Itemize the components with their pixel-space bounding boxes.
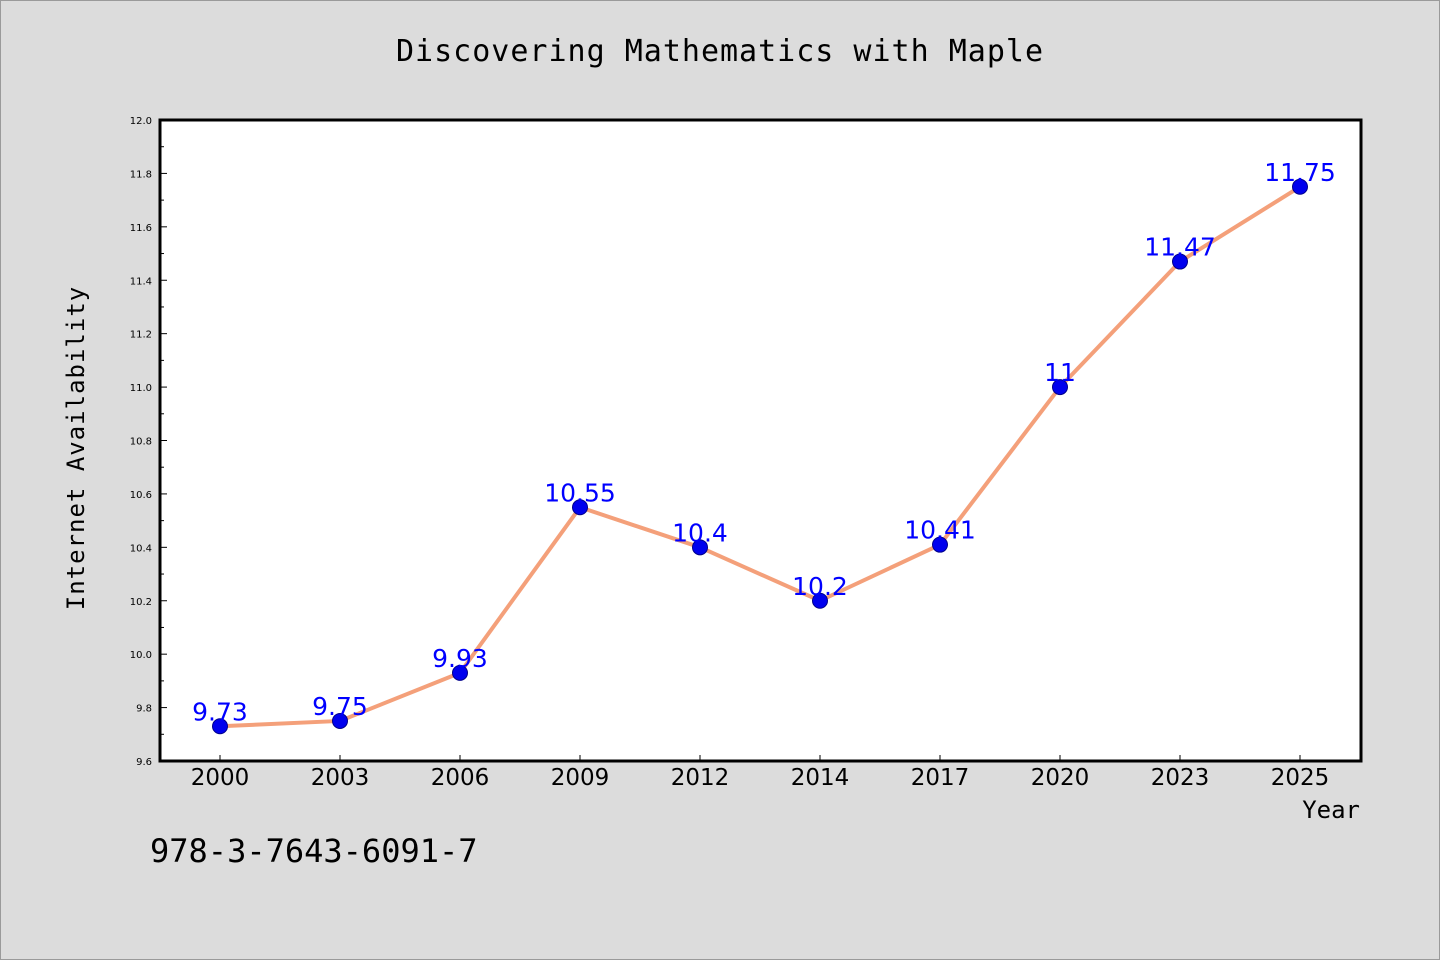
data-value-label: 11.75: [1264, 158, 1336, 187]
x-axis-label: Year: [1302, 796, 1360, 824]
y-tick-label: 10.8: [130, 437, 152, 448]
x-tick-label: 2025: [1271, 765, 1330, 791]
data-value-label: 10.55: [544, 478, 616, 507]
y-tick-label: 11.0: [130, 383, 152, 394]
series-line: [218, 184, 1302, 729]
data-value-label: 10.4: [672, 518, 728, 547]
data-markers: [212, 178, 1308, 735]
data-point-marker: [212, 718, 228, 735]
x-tick-label: 2009: [551, 765, 610, 791]
x-tick-label: 2017: [911, 765, 970, 791]
data-point-marker: [452, 664, 468, 681]
x-tick-label: 2006: [431, 765, 490, 791]
data-point-marker: [1292, 178, 1308, 195]
data-labels: 9.73 9.75 9.93 10.55 10.4 10.2 10.41 11 11.47 11.…: [192, 158, 1336, 727]
data-value-label: 9.73: [192, 697, 248, 726]
y-tick-label: 9.6: [136, 757, 152, 768]
plot-area: [158, 118, 1363, 763]
y-tick-label: 11.6: [130, 223, 152, 234]
x-tick-label: 2003: [311, 765, 370, 791]
x-tick-label: 2012: [671, 765, 730, 791]
y-tick-label: 11.8: [130, 169, 152, 180]
y-tick-label: 11.4: [130, 276, 152, 287]
y-tick-label: 10.4: [130, 543, 152, 554]
data-value-label: 9.75: [312, 692, 368, 721]
y-axis-ticks: 9.6 9.8 10.0 10.2 10.4 10.6 10.8 11.0 11.2 11.4 11…: [130, 116, 167, 768]
x-tick-label: 2014: [791, 765, 850, 791]
data-point-marker: [572, 499, 588, 516]
data-point-marker: [932, 536, 948, 553]
y-tick-label: 9.8: [136, 704, 152, 715]
data-point-marker: [692, 539, 708, 556]
chart-title: Discovering Mathematics with Maple: [395, 34, 1045, 69]
data-value-label: 9.93: [432, 644, 488, 673]
data-point-marker: [1052, 379, 1068, 396]
data-point-marker: [1172, 253, 1188, 270]
data-value-label: 10.2: [792, 572, 848, 601]
x-tick-label: 2000: [191, 765, 250, 791]
y-tick-label: 10.2: [130, 597, 152, 608]
isbn-text: 978-3-7643-6091-7: [150, 832, 478, 870]
y-tick-label: 10.0: [130, 650, 152, 661]
data-value-label: 10.41: [904, 516, 976, 545]
data-point-marker: [332, 712, 348, 729]
x-tick-label: 2023: [1151, 765, 1210, 791]
x-axis-ticks: 2000 2003 2006 2009 2012 2014 2017 2020 2023 2025: [191, 755, 1330, 791]
y-tick-label: 10.6: [130, 490, 152, 501]
y-tick-label: 12.0: [130, 116, 152, 127]
data-value-label: 11.47: [1144, 233, 1216, 262]
data-value-label: 11: [1044, 358, 1076, 387]
data-point-marker: [812, 592, 828, 609]
x-tick-label: 2020: [1031, 765, 1090, 791]
y-tick-label: 11.2: [130, 330, 152, 341]
